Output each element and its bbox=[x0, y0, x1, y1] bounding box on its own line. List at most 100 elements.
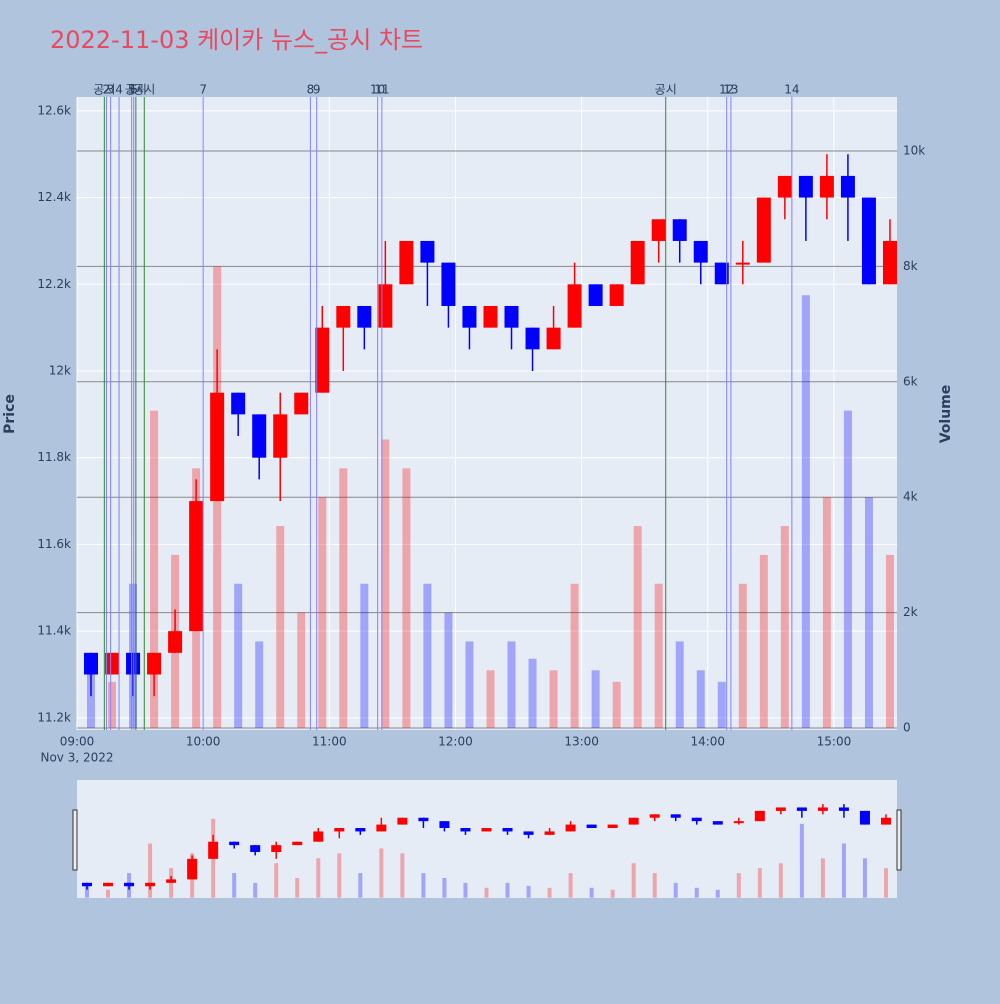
candle-body-mini bbox=[313, 831, 324, 842]
annotation-label: 10 bbox=[370, 83, 385, 97]
candle-body bbox=[651, 219, 666, 241]
y-tick-label: 11.6k bbox=[37, 537, 71, 551]
candle-body bbox=[546, 327, 561, 350]
volume-bar bbox=[297, 612, 306, 728]
candle-body bbox=[336, 305, 351, 328]
candle-body-mini bbox=[481, 828, 492, 832]
candle-body bbox=[630, 240, 645, 285]
candle-body bbox=[105, 652, 120, 675]
candle-body bbox=[462, 305, 477, 328]
candle-body bbox=[819, 175, 834, 198]
volume-bar-mini bbox=[610, 889, 615, 898]
candle-body bbox=[189, 501, 204, 632]
candle-body bbox=[210, 392, 225, 502]
annotation-label: 6 bbox=[130, 83, 138, 97]
volume-bar-mini bbox=[883, 868, 888, 898]
volume-bar-mini bbox=[253, 882, 258, 898]
candle-body-mini bbox=[628, 817, 639, 825]
volume-bar-mini bbox=[862, 858, 867, 898]
annotation-label: 4 bbox=[115, 83, 123, 97]
candle-body-mini bbox=[691, 817, 702, 822]
candle-body bbox=[378, 284, 393, 328]
candle-body-mini bbox=[145, 882, 156, 887]
volume-bar-mini bbox=[379, 848, 384, 898]
annotation-label: 8 bbox=[307, 83, 315, 97]
candle-body-mini bbox=[439, 821, 450, 829]
y-tick-label: 11.8k bbox=[37, 450, 71, 464]
candle-body-mini bbox=[355, 828, 366, 832]
x-tick-label: 14:00 bbox=[690, 735, 725, 749]
volume-bar-mini bbox=[841, 843, 846, 898]
candle-body-mini bbox=[544, 831, 555, 835]
volume-bar bbox=[885, 554, 894, 728]
candle-body-mini bbox=[187, 858, 198, 880]
candle-body-mini bbox=[82, 882, 92, 887]
volume-bar bbox=[465, 641, 474, 728]
y2-tick-label: 4k bbox=[903, 490, 918, 504]
volume-bar-mini bbox=[463, 882, 468, 898]
candle-body bbox=[798, 175, 813, 198]
candle-body bbox=[420, 240, 435, 263]
x-date-label: Nov 3, 2022 bbox=[40, 751, 113, 765]
candle-body bbox=[672, 219, 687, 241]
annotation-label: 공시 bbox=[655, 83, 677, 97]
x-tick-label: 12:00 bbox=[438, 735, 473, 749]
x-tick-label: 10:00 bbox=[186, 735, 221, 749]
candle-body bbox=[525, 327, 540, 350]
candle-body-mini bbox=[523, 831, 534, 835]
candle-body-mini bbox=[838, 807, 849, 811]
volume-bar bbox=[507, 641, 516, 728]
volume-bar bbox=[675, 641, 684, 728]
volume-bar bbox=[612, 681, 621, 728]
annotation-label: 11 bbox=[374, 83, 389, 97]
candle-body-mini bbox=[859, 810, 870, 825]
candle-body-mini bbox=[208, 841, 219, 859]
candle-body bbox=[504, 305, 519, 328]
volume-bar-mini bbox=[652, 873, 657, 898]
candle-body-mini bbox=[376, 824, 387, 832]
volume-bar bbox=[780, 526, 789, 728]
volume-bar-mini bbox=[85, 885, 89, 898]
volume-bar bbox=[318, 497, 327, 728]
volume-bar bbox=[864, 497, 873, 728]
volume-bar-mini bbox=[337, 853, 342, 898]
volume-bar-mini bbox=[442, 877, 447, 898]
range-handle[interactable] bbox=[896, 809, 902, 871]
candle-body-mini bbox=[796, 807, 807, 811]
candle-body bbox=[399, 240, 414, 285]
volume-bar-mini bbox=[631, 863, 636, 898]
volume-bar-mini bbox=[568, 873, 573, 898]
y-tick-label: 12k bbox=[49, 364, 71, 378]
volume-bar bbox=[549, 670, 558, 728]
range-handle[interactable] bbox=[72, 809, 78, 871]
y2-tick-label: 8k bbox=[903, 259, 918, 273]
candle-body-mini bbox=[775, 807, 786, 811]
candle-body bbox=[735, 262, 750, 265]
candle-body bbox=[273, 414, 288, 458]
volume-bar bbox=[759, 554, 768, 728]
candle-body bbox=[147, 652, 162, 675]
candle-body bbox=[882, 240, 897, 285]
candle-body-mini bbox=[712, 821, 723, 825]
volume-bar-mini bbox=[778, 863, 783, 898]
x-tick-label: 09:00 bbox=[60, 735, 95, 749]
x-tick-label: 15:00 bbox=[817, 735, 852, 749]
annotation-label: 3 bbox=[107, 83, 115, 97]
candle-body bbox=[714, 262, 729, 285]
volume-bar bbox=[822, 497, 831, 728]
y2-axis-title: Volume bbox=[938, 385, 954, 444]
candle-body-mini bbox=[817, 807, 828, 811]
annotation-label: 13 bbox=[723, 83, 738, 97]
candle-body-mini bbox=[670, 814, 681, 818]
annotation-label: 공시 bbox=[125, 83, 147, 97]
candle-body bbox=[357, 305, 372, 328]
y2-tick-label: 0 bbox=[903, 720, 911, 734]
volume-bar bbox=[423, 583, 432, 728]
volume-bar bbox=[381, 439, 390, 728]
range-slider[interactable] bbox=[77, 780, 897, 898]
candle-body-mini bbox=[460, 828, 471, 832]
volume-bar-mini bbox=[736, 873, 741, 898]
volume-bar-mini bbox=[106, 889, 111, 898]
candle-body bbox=[126, 652, 141, 675]
candle-body bbox=[693, 240, 708, 263]
